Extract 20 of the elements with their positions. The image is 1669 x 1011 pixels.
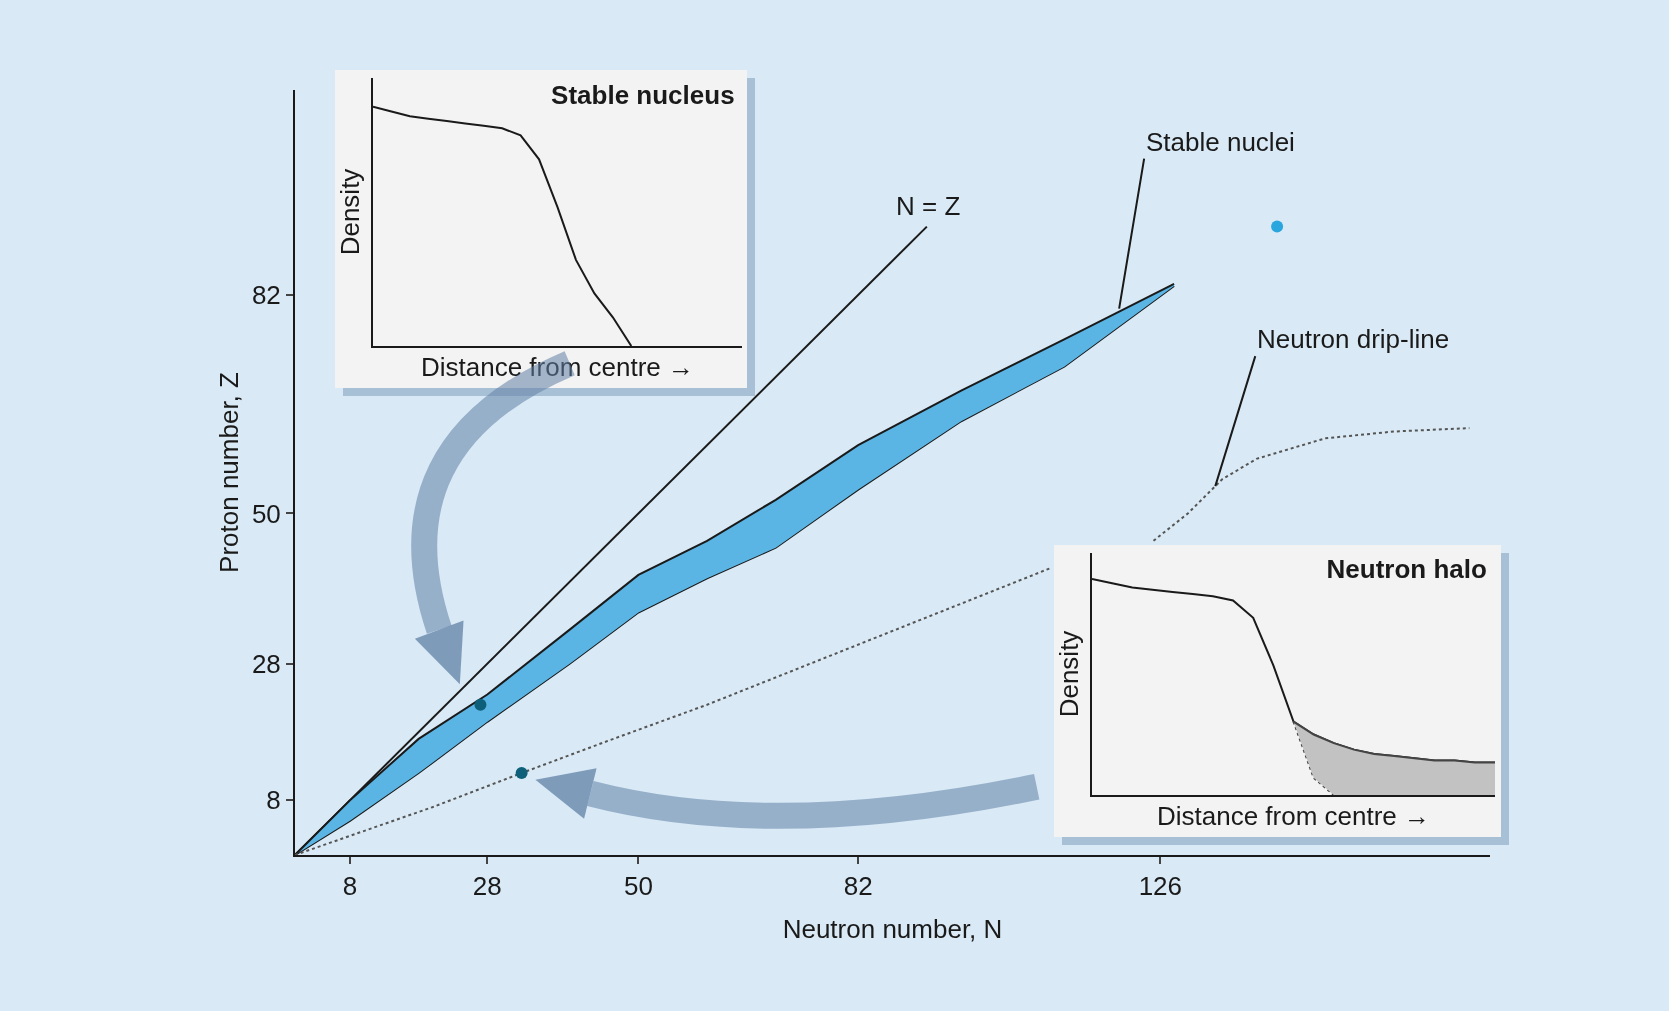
x-tick-label: 28 bbox=[472, 871, 502, 902]
y-tick-label: 28 bbox=[251, 648, 281, 679]
x-tick-label: 50 bbox=[623, 871, 653, 902]
x-axis-title: Neutron number, N bbox=[782, 914, 1003, 945]
x-tick-label: 82 bbox=[843, 871, 873, 902]
x-tick-label: 126 bbox=[1138, 871, 1183, 902]
y-axis-title: Proton number, Z bbox=[213, 371, 244, 573]
y-axis-title: Density bbox=[1054, 630, 1084, 718]
y-tick-label: 82 bbox=[251, 280, 281, 311]
x-axis-title: Distance from centre → bbox=[420, 352, 695, 383]
chart-title: Stable nucleus bbox=[551, 80, 735, 111]
y-tick-label: 8 bbox=[266, 785, 281, 816]
annotation: N = Z bbox=[896, 191, 961, 221]
x-axis-title: Distance from centre → bbox=[1156, 801, 1431, 832]
chart-title: Neutron halo bbox=[1326, 554, 1487, 585]
x-tick-label: 8 bbox=[342, 871, 358, 902]
annotation: Stable nuclei bbox=[1146, 127, 1295, 157]
y-tick-label: 50 bbox=[251, 498, 281, 529]
y-axis-title: Density bbox=[335, 168, 365, 256]
annotation: Neutron drip-line bbox=[1257, 324, 1450, 354]
